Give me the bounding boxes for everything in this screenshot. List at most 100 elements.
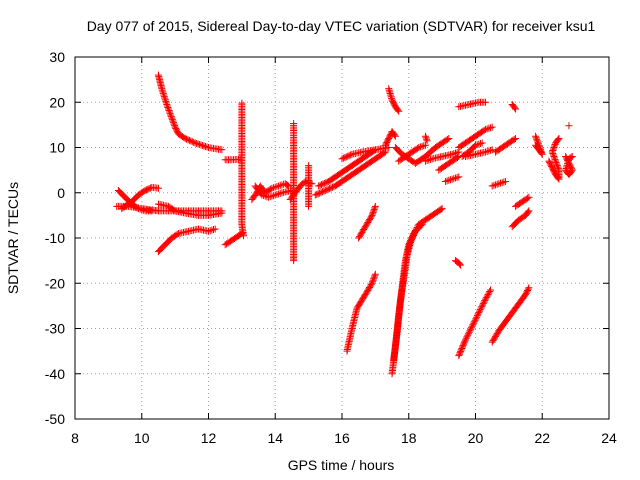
- data-point: [369, 276, 377, 284]
- series-arc-35: [461, 146, 496, 161]
- y-tick-label: -40: [45, 366, 65, 382]
- data-point: [467, 325, 475, 333]
- data-point: [283, 181, 291, 189]
- data-point: [197, 141, 205, 149]
- data-point: [321, 186, 329, 194]
- data-point: [187, 137, 195, 145]
- data-point: [268, 192, 276, 200]
- data-point: [473, 312, 481, 320]
- y-tick-labels: -50 -40 -30 -20 -10 0 10 20 30: [45, 49, 65, 427]
- x-tick-label: 12: [201, 430, 217, 446]
- data-point: [338, 155, 346, 163]
- x-tick-label: 16: [334, 430, 350, 446]
- series-arc-44: [565, 122, 573, 130]
- data-point: [453, 153, 461, 161]
- data-point: [451, 174, 459, 182]
- data-point: [271, 183, 279, 191]
- data-point: [160, 91, 168, 99]
- data-point: [196, 140, 204, 148]
- data-point: [525, 284, 533, 292]
- data-point: [173, 230, 181, 238]
- data-point: [318, 188, 326, 196]
- data-point: [448, 150, 456, 158]
- data-point: [317, 188, 325, 196]
- data-point: [477, 304, 485, 312]
- data-point: [479, 300, 487, 308]
- series-arc-19: [355, 202, 379, 242]
- data-point: [500, 178, 508, 186]
- data-point: [391, 131, 399, 139]
- series-arc-25: [395, 141, 429, 165]
- data-point: [326, 185, 334, 193]
- data-point: [453, 173, 461, 181]
- data-point: [290, 257, 298, 265]
- data-point: [550, 144, 558, 151]
- y-tick-label: 0: [57, 185, 65, 201]
- data-point: [423, 137, 431, 145]
- data-point: [465, 328, 473, 336]
- data-point: [415, 144, 423, 151]
- series-arc-23: [390, 220, 426, 364]
- data-point: [168, 116, 176, 124]
- data-point: [457, 347, 465, 355]
- data-point: [324, 185, 332, 193]
- series-arc-13: [290, 120, 298, 265]
- data-point: [553, 160, 561, 168]
- data-point: [554, 165, 562, 173]
- data-point: [448, 175, 456, 183]
- data-point: [549, 145, 557, 153]
- data-point: [493, 180, 501, 188]
- data-point: [368, 279, 376, 287]
- data-point: [171, 122, 179, 130]
- data-point: [474, 310, 482, 318]
- data-point: [167, 111, 175, 119]
- data-point: [495, 180, 503, 188]
- data-point: [426, 155, 434, 163]
- data-point: [525, 193, 533, 201]
- data-point: [136, 205, 144, 213]
- series-arc-37: [488, 177, 510, 190]
- x-axis-label: GPS time / hours: [288, 457, 395, 473]
- data-point: [485, 289, 493, 297]
- data-point: [550, 154, 558, 162]
- data-point: [468, 322, 476, 330]
- data-point: [165, 107, 173, 115]
- data-point: [395, 107, 403, 115]
- data-point: [200, 142, 208, 150]
- y-axis-label: SDTVAR / TECUs: [5, 182, 21, 294]
- data-point: [369, 278, 377, 286]
- data-point: [459, 342, 467, 350]
- data-point: [170, 206, 178, 214]
- data-point: [555, 134, 563, 142]
- data-point: [461, 337, 469, 345]
- data-point: [345, 152, 353, 160]
- data-point: [184, 136, 192, 144]
- data-point: [488, 182, 496, 190]
- y-tick-label: -30: [45, 321, 65, 337]
- data-point: [190, 138, 198, 146]
- series-arc-05: [154, 225, 219, 256]
- series-arc-39: [508, 101, 520, 113]
- data-point: [371, 272, 379, 280]
- data-point: [482, 294, 490, 302]
- data-point: [550, 153, 558, 161]
- data-point: [463, 333, 471, 341]
- data-point: [425, 156, 433, 164]
- data-point: [423, 157, 431, 165]
- data-point: [554, 136, 562, 144]
- data-point: [276, 181, 284, 189]
- data-point: [532, 142, 540, 150]
- data-point: [443, 177, 451, 185]
- data-point: [167, 113, 175, 121]
- data-point: [199, 141, 207, 149]
- series-arc-45: [562, 153, 576, 179]
- series-arc-29: [441, 173, 463, 185]
- data-point: [484, 291, 492, 299]
- data-point: [270, 184, 278, 192]
- data-point: [371, 202, 379, 210]
- data-point: [487, 286, 495, 294]
- data-point: [206, 227, 214, 235]
- series-arc-08: [221, 229, 246, 249]
- data-point: [422, 134, 430, 142]
- data-point: [555, 166, 563, 174]
